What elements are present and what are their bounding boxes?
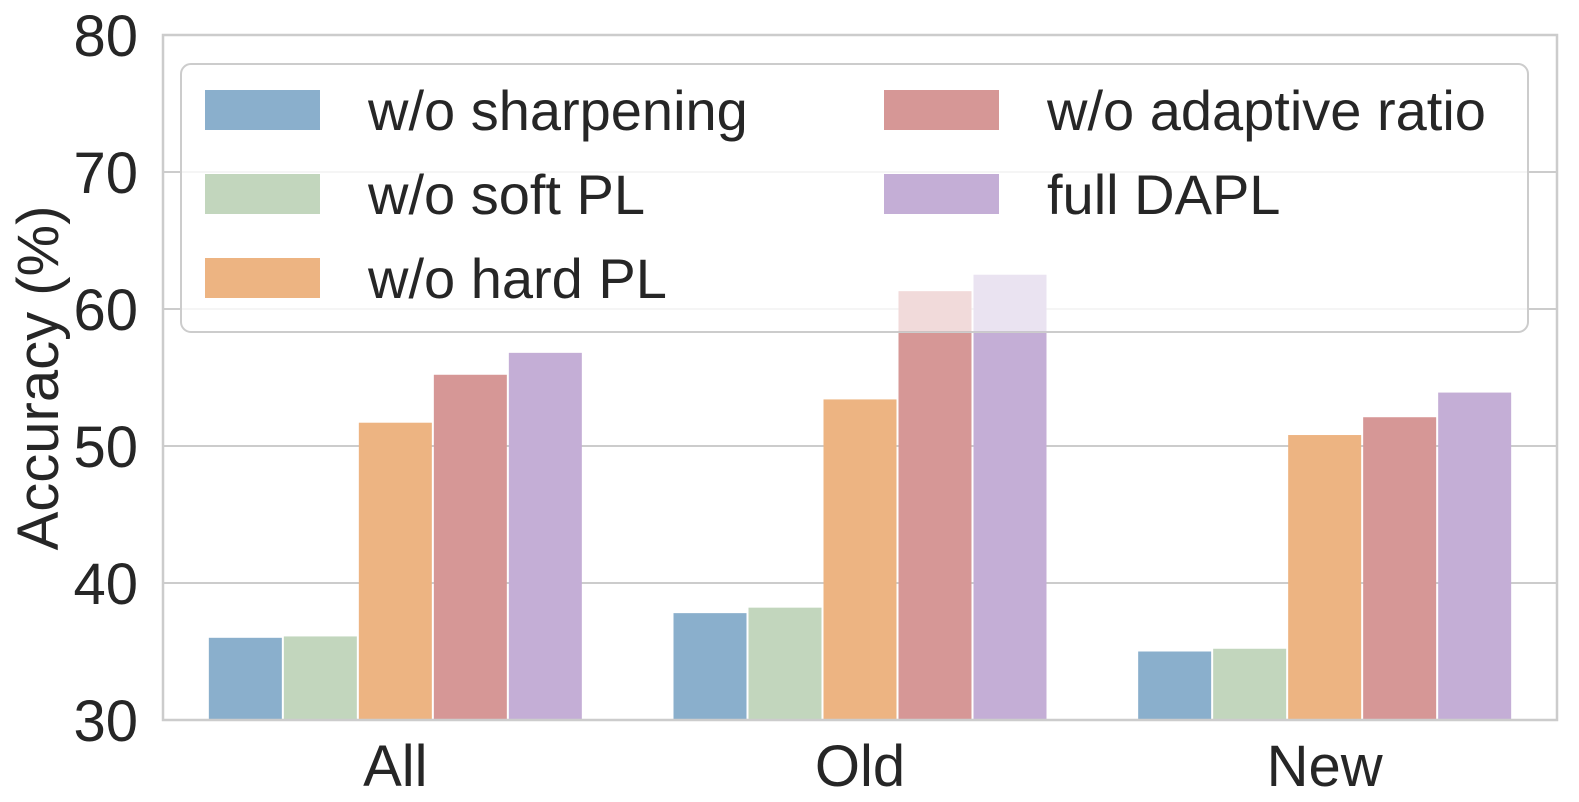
bar-full-dapl-all	[508, 352, 582, 720]
bar-w-o-adaptive-ratio-all	[433, 374, 507, 720]
bar-w-o-hard-pl-new	[1288, 435, 1362, 720]
plot-frame	[161, 33, 1559, 722]
legend-label: w/o adaptive ratio	[1046, 79, 1486, 142]
y-tick-label: 60	[73, 278, 138, 343]
bar-w-o-adaptive-ratio-old	[898, 291, 972, 720]
x-tick-label: Old	[815, 734, 905, 797]
legend-label: full DAPL	[1047, 163, 1280, 226]
legend-label: w/o sharpening	[367, 79, 748, 142]
legend-swatch	[205, 174, 320, 214]
bar-w-o-soft-pl-old	[748, 607, 822, 720]
bars-over-legend	[898, 274, 1047, 332]
legend-swatch	[884, 90, 999, 130]
y-tick-label: 40	[73, 552, 138, 617]
y-axis-label: Accuracy (%)	[6, 206, 71, 551]
bar-w-o-hard-pl-old	[823, 399, 897, 720]
legend-swatch	[205, 90, 320, 130]
y-tick-label: 50	[73, 415, 138, 480]
legend: w/o sharpening w/o soft PL w/o hard PL w/o …	[180, 63, 1529, 333]
bar-w-o-sharpening-new	[1138, 651, 1212, 720]
legend-swatch	[205, 258, 320, 298]
legend-label: w/o hard PL	[367, 247, 667, 310]
y-tick-label: 30	[73, 689, 138, 754]
x-tick-label: New	[1267, 734, 1384, 797]
legend-label: w/o soft PL	[367, 163, 645, 226]
bar-w-o-soft-pl-all	[283, 636, 357, 720]
bars	[208, 274, 1512, 720]
y-tick-label: 70	[73, 141, 138, 206]
bar-w-o-adaptive-ratio-new	[1363, 417, 1437, 720]
bar-overlap-old	[898, 291, 972, 332]
bar-w-o-sharpening-old	[673, 613, 747, 720]
bar-w-o-soft-pl-new	[1213, 648, 1287, 720]
bar-overlap-old	[973, 274, 1047, 332]
bar-full-dapl-old	[973, 274, 1047, 720]
x-tick-label: All	[363, 734, 427, 797]
legend-box	[180, 63, 1529, 333]
bar-w-o-sharpening-all	[208, 637, 282, 720]
bar-w-o-hard-pl-all	[358, 422, 432, 720]
axes: 30 40 50 60 70 80 All Old New	[73, 4, 1559, 799]
y-tick-label: 80	[73, 4, 138, 69]
legend-swatch	[884, 174, 999, 214]
bar-full-dapl-new	[1438, 392, 1512, 720]
